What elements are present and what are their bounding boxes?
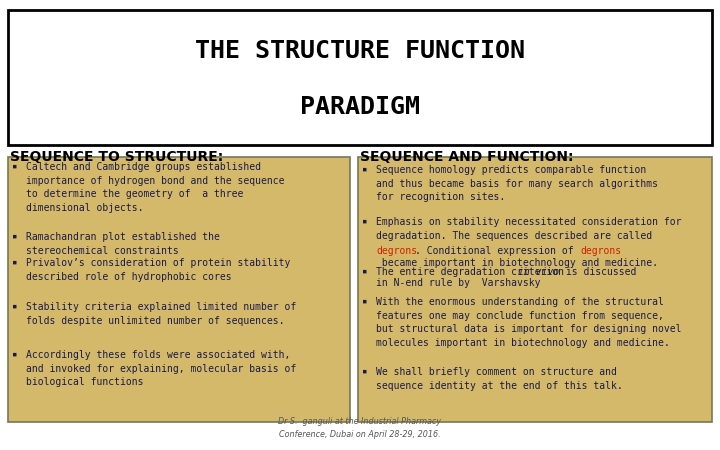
Text: Accordingly these folds were associated with,
and invoked for explaining, molecu: Accordingly these folds were associated … [26,350,296,387]
Text: Ramachandran plot established the
stereochemical constraints: Ramachandran plot established the stereo… [26,232,220,256]
Text: ▪: ▪ [362,297,367,306]
Text: Sequence homology predicts comparable function
and thus became basis for many se: Sequence homology predicts comparable fu… [376,165,658,202]
Text: THE STRUCTURE FUNCTION: THE STRUCTURE FUNCTION [195,39,525,63]
FancyBboxPatch shape [8,10,712,145]
Text: . Conditional expression of: . Conditional expression of [415,247,580,256]
Text: The entire degradation criterion: The entire degradation criterion [376,267,570,277]
FancyBboxPatch shape [8,157,350,422]
Text: We shall briefly comment on structure and
sequence identity at the end of this t: We shall briefly comment on structure an… [376,367,623,391]
Text: SEQUENCE TO STRUCTURE:: SEQUENCE TO STRUCTURE: [10,150,223,164]
Text: ▪: ▪ [12,302,17,311]
Text: in N-end rule by  Varshavsky: in N-end rule by Varshavsky [376,279,541,288]
Text: ▪: ▪ [12,258,17,267]
Text: With the enormous understanding of the structural
features one may conclude func: With the enormous understanding of the s… [376,297,682,348]
Text: Privalov’s consideration of protein stability
described role of hydrophobic core: Privalov’s consideration of protein stab… [26,258,290,282]
Text: SEQUENCE AND FUNCTION:: SEQUENCE AND FUNCTION: [360,150,574,164]
Text: ▪: ▪ [12,232,17,241]
Text: Caltech and Cambridge groups established
importance of hydrogen bond and the seq: Caltech and Cambridge groups established… [26,162,284,213]
Text: became important in biotechnology and medicine.: became important in biotechnology and me… [376,258,658,268]
Text: degrons: degrons [580,247,621,256]
Text: PARADIGM: PARADIGM [300,95,420,119]
FancyBboxPatch shape [358,157,712,422]
Text: Emphasis on stability necessitated consideration for
degradation. The sequences : Emphasis on stability necessitated consi… [376,217,682,241]
Text: ▪: ▪ [12,162,17,171]
Text: ▪: ▪ [362,267,367,276]
Text: ▪: ▪ [12,350,17,359]
Text: ▪: ▪ [362,217,367,226]
Text: is discussed: is discussed [560,267,636,277]
Text: ▪: ▪ [362,367,367,376]
Text: in vivo: in vivo [518,267,559,277]
Text: Stability criteria explained limited number of
folds despite unlimited number of: Stability criteria explained limited num… [26,302,296,326]
Text: Dr S.  ganguli at the Industrial Pharmacy
Conference, Dubai on April 28-29, 2016: Dr S. ganguli at the Industrial Pharmacy… [279,417,441,439]
Text: ▪: ▪ [362,165,367,174]
Text: degrons: degrons [376,247,417,256]
